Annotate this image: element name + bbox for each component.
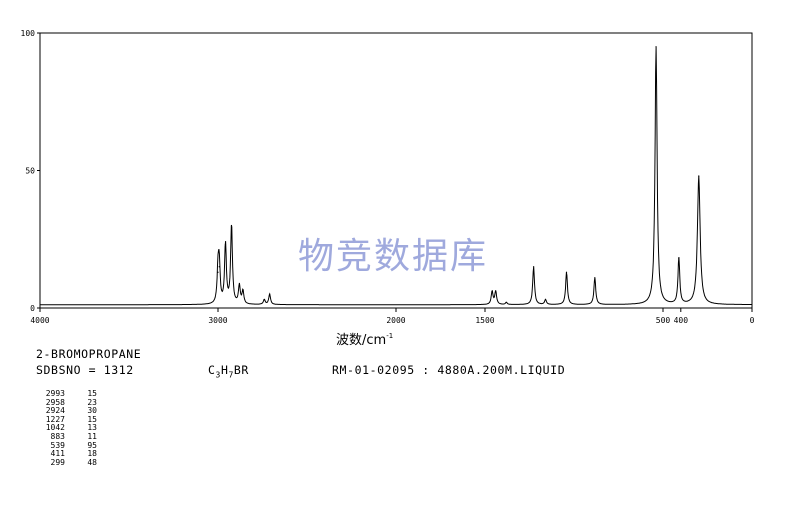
y-tick-label: 100 — [21, 29, 36, 38]
x-tick-label: 3000 — [208, 316, 227, 325]
peak-intensity: 48 — [87, 457, 97, 467]
peak-intensity: 15 — [87, 414, 97, 424]
peak-point — [491, 290, 493, 293]
peak-point — [532, 266, 535, 268]
peak-point — [565, 271, 568, 273]
peak-wavenumber: 2924 — [45, 406, 65, 416]
peak-point — [218, 266, 220, 268]
peak-table-row: 1227 15 — [35, 414, 97, 425]
spectrum-line — [40, 46, 752, 306]
peak-table-row: 411 18 — [35, 450, 97, 459]
peak-table-row: 2958 23 — [35, 397, 97, 408]
peak-point — [269, 293, 271, 295]
peak-point — [217, 271, 219, 273]
peak-point — [230, 224, 233, 227]
peak-intensity: 15 — [87, 389, 97, 398]
peak-point — [242, 290, 244, 293]
x-tick-label: 0 — [750, 316, 755, 325]
y-tick-label: 50 — [25, 167, 35, 176]
peak-point — [505, 301, 507, 304]
peak-point — [544, 299, 547, 301]
molecular-formula: C3H7BR — [208, 363, 249, 380]
peak-table-row: 299 48 — [35, 457, 97, 468]
measurement-conditions: RM-01-02095 : 4880A.200M.LIQUID — [332, 363, 566, 377]
watermark: 物竞数据库 — [298, 236, 488, 277]
peak-intensity: 23 — [87, 397, 97, 407]
peak-intensity: 30 — [87, 406, 97, 416]
peak-wavenumber: 539 — [50, 440, 65, 450]
peak-intensity: 95 — [87, 440, 97, 450]
peak-wavenumber: 411 — [50, 449, 65, 459]
peak-point — [678, 257, 680, 260]
peak-table-row: 539 95 — [35, 440, 97, 451]
peak-table-row: 883 11 — [35, 431, 97, 442]
peak-wavenumber: 883 — [50, 431, 65, 441]
peak-point — [263, 299, 265, 301]
x-tick-label: 2000 — [386, 316, 405, 325]
peak-wavenumber: 1042 — [45, 423, 65, 433]
peak-markers — [217, 46, 700, 304]
peak-point — [698, 175, 700, 177]
peak-wavenumber: 299 — [50, 457, 65, 467]
peak-table-row: 2924 30 — [35, 407, 97, 416]
x-axis-label-sup: -1 — [386, 332, 393, 340]
x-tick-label: 4000 — [30, 316, 49, 325]
peak-intensity: 11 — [87, 431, 97, 441]
x-tick-label: 400 — [674, 316, 689, 325]
x-tick-label: 500 — [656, 316, 671, 325]
peak-table: 2993 15 2958 23 2924 30 1227 15 1042 13 883 11 539 95… — [35, 389, 97, 468]
peak-point — [655, 46, 657, 48]
peak-table-row: 2993 15 — [35, 389, 97, 399]
peak-wavenumber: 2993 — [45, 389, 65, 398]
peak-wavenumber: 2958 — [45, 397, 65, 407]
peak-point — [238, 285, 240, 287]
peak-point — [495, 290, 497, 293]
peak-intensity: 18 — [87, 449, 97, 459]
x-axis: 4000 3000 2000 1500 500 400 0 — [30, 308, 755, 325]
y-tick-label: 0 — [30, 304, 35, 313]
y-axis: 0 50 100 — [21, 29, 40, 313]
peak-intensity: 13 — [87, 423, 97, 433]
peak-point — [224, 244, 227, 246]
peak-point — [594, 277, 596, 279]
x-tick-label: 1500 — [475, 316, 494, 325]
x-axis-label: 波数/cm-1 — [336, 332, 393, 348]
compound-name: 2-BROMOPROPANE — [36, 347, 142, 361]
sdbs-number: SDBSNO = 1312 — [36, 363, 134, 377]
peak-table-row: 1042 13 — [35, 424, 97, 433]
peak-wavenumber: 1227 — [45, 414, 65, 424]
